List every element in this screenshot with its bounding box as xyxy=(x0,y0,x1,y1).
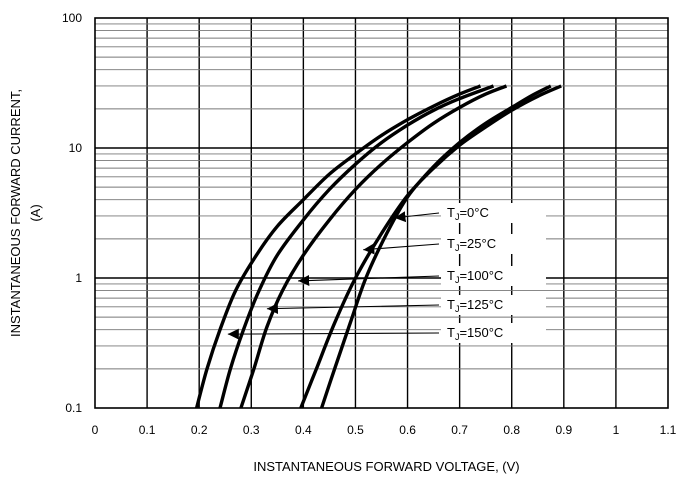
series-label: TJ=0°C xyxy=(447,205,489,222)
grid xyxy=(95,18,668,408)
series-label: TJ=150°C xyxy=(447,325,503,342)
series-arrow xyxy=(298,275,440,287)
series-label: TJ=125°C xyxy=(447,297,503,314)
series-label-background xyxy=(441,295,546,315)
y-tick-label: 0.1 xyxy=(65,401,82,415)
y-axis-title: INSTANTANEOUS FORWARD CURRENT, (A) xyxy=(8,89,43,337)
y-tick-label: 1 xyxy=(75,271,82,285)
series-curve xyxy=(239,84,508,409)
x-tick-label: 0.6 xyxy=(399,423,416,437)
x-axis-title: INSTANTANEOUS FORWARD VOLTAGE, (V) xyxy=(253,459,519,474)
x-tick-label: 0.8 xyxy=(503,423,520,437)
series-label-background xyxy=(441,266,546,286)
plot-frame xyxy=(94,17,669,409)
x-tick-label: 1.1 xyxy=(660,423,677,437)
x-tick-label: 1 xyxy=(613,423,620,437)
y-axis-title-line-1: INSTANTANEOUS FORWARD CURRENT, xyxy=(8,89,23,337)
x-tick-label: 0.2 xyxy=(191,423,208,437)
series-arrow xyxy=(363,243,440,255)
series-curve xyxy=(218,84,495,409)
series-arrow xyxy=(394,211,440,223)
series-arrow xyxy=(227,328,440,340)
series-curve xyxy=(194,84,482,409)
x-tick-label: 0.4 xyxy=(295,423,312,437)
x-tick-label: 0.9 xyxy=(555,423,572,437)
y-axis-title-line-2: (A) xyxy=(28,204,43,221)
series-labels: TJ=0°C TJ=25°C TJ=100°C TJ=125°C TJ=150°C xyxy=(227,203,546,343)
x-tick-label: 0.3 xyxy=(243,423,260,437)
y-tick-label: 100 xyxy=(62,11,82,25)
series-label: TJ=25°C xyxy=(447,236,496,253)
x-tick-label: 0 xyxy=(92,423,99,437)
x-tick-label: 0.7 xyxy=(451,423,468,437)
series-label: TJ=100°C xyxy=(447,268,503,285)
series-label-background xyxy=(441,203,546,223)
x-tick-label: 0.5 xyxy=(347,423,364,437)
series-arrow xyxy=(266,303,440,315)
y-tick-label: 10 xyxy=(69,141,83,155)
curves xyxy=(194,84,562,409)
tick-labels: 0 0.1 0.2 0.3 0.4 0.5 0.6 0.7 0.8 0.9 1 1.1 0.1 1 10 10… xyxy=(62,11,677,437)
x-tick-label: 0.1 xyxy=(139,423,156,437)
series-label-background xyxy=(441,323,546,343)
series-curve xyxy=(319,84,552,409)
series-label-background xyxy=(441,234,546,254)
